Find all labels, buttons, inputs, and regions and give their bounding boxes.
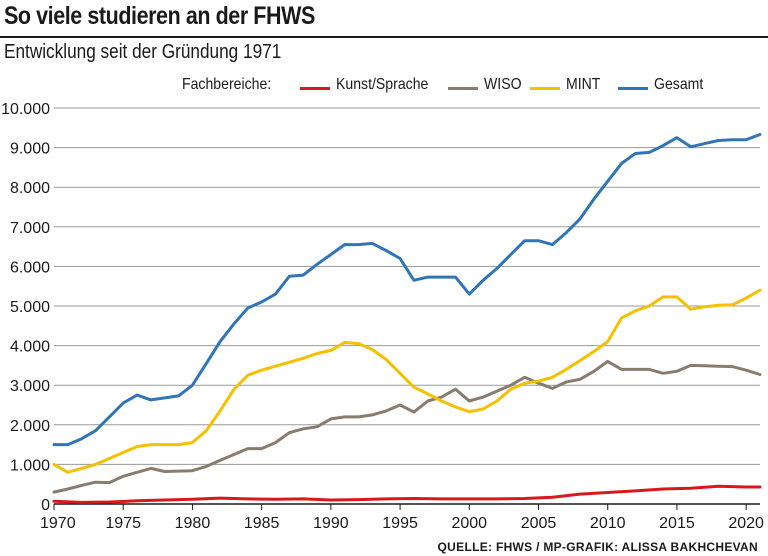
y-tick-label: 2.000 xyxy=(10,418,50,435)
legend-label-gesamt: Gesamt xyxy=(654,76,704,93)
y-tick-label: 5.000 xyxy=(10,299,50,316)
legend-swatch-mint xyxy=(530,87,560,90)
y-tick-label: 3.000 xyxy=(10,378,50,395)
chart-subtitle: Entwicklung seit der Gründung 1971 xyxy=(4,41,282,63)
legend-title: Fachbereiche: xyxy=(182,76,272,93)
y-tick-label: 7.000 xyxy=(10,220,50,237)
x-tick-label: 1990 xyxy=(313,515,349,532)
legend: Fachbereiche: Kunst/Sprache WISO MINT Ge… xyxy=(0,74,768,100)
series-line-mint xyxy=(52,288,762,474)
y-tick-label: 9.000 xyxy=(10,141,50,158)
x-tick-label: 1985 xyxy=(244,515,280,532)
y-tick-label: 6.000 xyxy=(10,259,50,276)
source-credit: QUELLE: FHWS / MP-GRAFIK: ALISSA BAKHCHE… xyxy=(437,540,758,554)
title-divider xyxy=(0,36,768,38)
x-tick-label: 2005 xyxy=(521,515,557,532)
x-tick-label: 2015 xyxy=(659,515,695,532)
x-tick-labels: 1970 1975 1980 1985 1990 1995 2000 2005 2010 2015… xyxy=(40,515,764,532)
y-tick-labels: 0 1.000 2.000 3.000 4.000 5.000 6.000 7.000 8.00… xyxy=(1,101,50,514)
x-tick-label: 1995 xyxy=(382,515,418,532)
grid-lines xyxy=(53,107,760,510)
legend-swatch-wiso xyxy=(448,87,478,90)
legend-swatch-kunst-sprache xyxy=(300,87,330,90)
x-tick-label: 2000 xyxy=(451,515,487,532)
series-lines xyxy=(52,133,762,504)
x-tick-label: 1975 xyxy=(105,515,141,532)
y-tick-label: 4.000 xyxy=(10,339,50,356)
legend-swatch-gesamt xyxy=(618,87,648,90)
y-tick-label: 1.000 xyxy=(10,457,50,474)
x-tick-label: 1980 xyxy=(175,515,211,532)
x-tick-label: 2020 xyxy=(728,515,764,532)
chart-title: So viele studieren an der FHWS xyxy=(4,2,315,30)
legend-label-kunst-sprache: Kunst/Sprache xyxy=(336,76,429,93)
series-line-gesamt xyxy=(52,133,762,447)
legend-label-mint: MINT xyxy=(566,76,601,93)
y-tick-label: 10.000 xyxy=(1,101,50,118)
y-tick-label: 0 xyxy=(41,497,50,514)
y-tick-label: 8.000 xyxy=(10,180,50,197)
x-tick-label: 2010 xyxy=(590,515,626,532)
legend-label-wiso: WISO xyxy=(484,76,522,93)
x-tick-label: 1970 xyxy=(40,515,76,532)
series-line-kunst-sprache xyxy=(52,484,762,504)
series-line-wiso xyxy=(52,359,762,494)
